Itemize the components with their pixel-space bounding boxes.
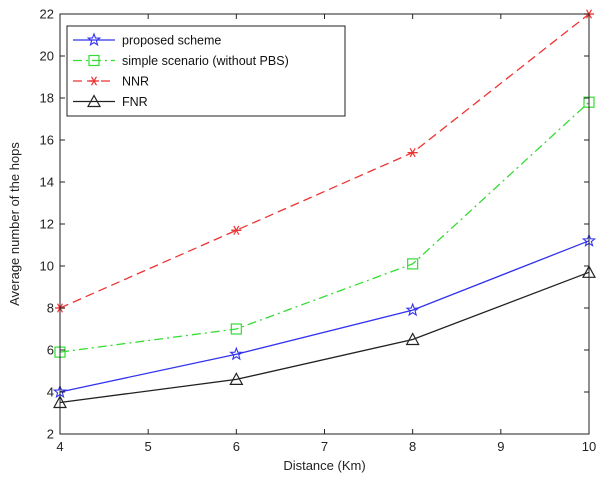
data-point (405, 332, 420, 346)
data-point (405, 302, 420, 317)
legend-entry: simple scenario (without PBS) (73, 54, 289, 68)
y-tick-label: 8 (47, 301, 54, 316)
legend-marker (88, 54, 100, 67)
y-tick-label: 4 (47, 385, 54, 400)
legend-label: proposed scheme (122, 34, 221, 48)
y-tick-label: 20 (40, 49, 54, 64)
legend-label: FNR (122, 95, 148, 109)
legend-marker (86, 94, 102, 108)
data-point (229, 372, 244, 385)
data-point (230, 323, 242, 335)
legend-marker (86, 32, 102, 47)
x-tick-label: 6 (233, 439, 240, 454)
y-tick-label: 6 (47, 343, 54, 358)
x-tick-label: 5 (145, 439, 152, 454)
series-3 (52, 265, 596, 409)
y-tick-label: 16 (40, 133, 54, 148)
legend-entry: proposed scheme (73, 32, 221, 48)
data-point (231, 225, 242, 235)
y-tick-label: 22 (40, 7, 54, 22)
x-axis-title: Distance (Km) (283, 458, 365, 473)
series-line (59, 101, 590, 353)
series-line (59, 271, 590, 404)
legend-label: simple scenario (without PBS) (122, 54, 289, 68)
y-tick-label: 14 (40, 175, 54, 190)
x-tick-label: 7 (321, 439, 328, 454)
data-point (229, 346, 244, 361)
legend-entry: NNR (73, 75, 149, 89)
y-axis-title: Average number of the hops (7, 142, 22, 306)
y-tick-label: 12 (40, 217, 54, 232)
y-tick-label: 2 (47, 427, 54, 442)
y-tick-label: 18 (40, 91, 54, 106)
y-tick-label: 10 (40, 259, 54, 274)
x-tick-label: 4 (56, 439, 63, 454)
series-line (59, 240, 590, 393)
x-tick-label: 9 (497, 439, 504, 454)
data-point (407, 147, 418, 158)
x-tick-label: 10 (582, 439, 596, 454)
series-line (59, 13, 590, 309)
series-layer (52, 9, 596, 409)
x-tick-label: 8 (409, 439, 416, 454)
legend-marker (89, 76, 99, 86)
legend-entry: FNR (73, 94, 148, 109)
legend-label: NNR (122, 75, 149, 89)
data-point (407, 258, 419, 270)
legend: proposed scheme simple scenario (without … (66, 25, 346, 117)
